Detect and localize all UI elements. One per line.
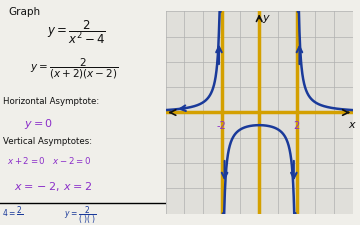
Text: $y = \dfrac{2}{(x+2)(x-2)}$: $y = \dfrac{2}{(x+2)(x-2)}$ <box>31 56 119 81</box>
Text: y: y <box>262 13 269 22</box>
Text: Vertical Asymptotes:: Vertical Asymptotes: <box>3 137 93 146</box>
Text: $y = \dfrac{2}{x^2-4}$: $y = \dfrac{2}{x^2-4}$ <box>48 18 106 46</box>
Text: Horizontal Asymptote:: Horizontal Asymptote: <box>3 97 100 106</box>
Text: $y = \dfrac{2}{(\;)(\;)}$: $y = \dfrac{2}{(\;)(\;)}$ <box>64 205 96 225</box>
Text: $4= \dfrac{2}{\;\;}$: $4= \dfrac{2}{\;\;}$ <box>2 205 23 219</box>
Text: $x+2=0 \quad x-2=0$: $x+2=0 \quad x-2=0$ <box>7 155 91 166</box>
Text: $x=-2, \; x=2$: $x=-2, \; x=2$ <box>14 180 92 193</box>
Text: x: x <box>348 120 355 130</box>
Text: 2: 2 <box>293 121 300 131</box>
Text: Graph: Graph <box>9 7 41 17</box>
Text: -2: -2 <box>217 121 227 131</box>
Text: $y = 0$: $y = 0$ <box>24 117 53 131</box>
